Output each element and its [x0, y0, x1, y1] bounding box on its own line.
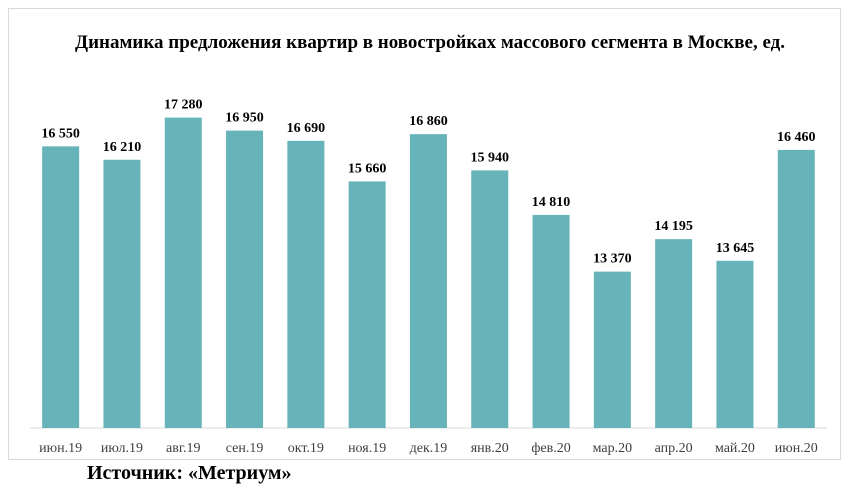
data-label-мар.20: 13 370: [593, 252, 632, 267]
data-label-июн.19: 16 550: [41, 126, 80, 141]
bar-фев.20: [532, 214, 570, 428]
x-tick-label-июл.19: июл.19: [101, 441, 143, 456]
x-tick-label-ноя.19: ноя.19: [348, 441, 386, 456]
data-label-окт.19: 16 690: [287, 121, 326, 136]
bar-мар.20: [593, 271, 631, 428]
bar-янв.20: [471, 170, 509, 428]
chart-title: Динамика предложения квартир в новострой…: [75, 32, 785, 53]
data-label-июл.19: 16 210: [103, 140, 142, 155]
bar-июн.19: [42, 146, 80, 429]
bar-дек.19: [409, 134, 447, 428]
bar-июн.20: [777, 149, 815, 428]
data-label-дек.19: 16 860: [409, 114, 448, 129]
x-tick-label-июн.20: июн.20: [775, 441, 818, 456]
data-label-авг.19: 17 280: [164, 98, 203, 113]
x-tick-label-сен.19: сен.19: [226, 441, 264, 456]
x-tick-label-дек.19: дек.19: [410, 441, 448, 456]
source-note: Источник: «Метриум»: [87, 462, 292, 484]
x-tick-label-май.20: май.20: [715, 441, 755, 456]
data-label-янв.20: 15 940: [471, 150, 510, 165]
x-tick-label-авг.19: авг.19: [166, 441, 201, 456]
x-tick-label-янв.20: янв.20: [471, 441, 509, 456]
x-tick-label-апр.20: апр.20: [655, 441, 693, 456]
bar-сен.19: [226, 130, 264, 429]
data-label-фев.20: 14 810: [532, 195, 571, 210]
bar-май.20: [716, 260, 754, 428]
data-label-апр.20: 14 195: [654, 219, 693, 234]
data-label-сен.19: 16 950: [225, 111, 264, 126]
x-tick-label-окт.19: окт.19: [288, 441, 324, 456]
bar-июл.19: [103, 159, 141, 428]
data-label-ноя.19: 15 660: [348, 161, 387, 176]
bar-окт.19: [287, 140, 325, 428]
bar-авг.19: [164, 117, 202, 428]
x-tick-label-июн.19: июн.19: [39, 441, 82, 456]
data-label-май.20: 13 645: [716, 241, 755, 256]
x-tick-label-мар.20: мар.20: [593, 441, 632, 456]
bar-апр.20: [655, 239, 693, 428]
x-tick-label-фев.20: фев.20: [531, 441, 570, 456]
data-label-июн.20: 16 460: [777, 130, 816, 145]
bar-ноя.19: [348, 181, 386, 428]
